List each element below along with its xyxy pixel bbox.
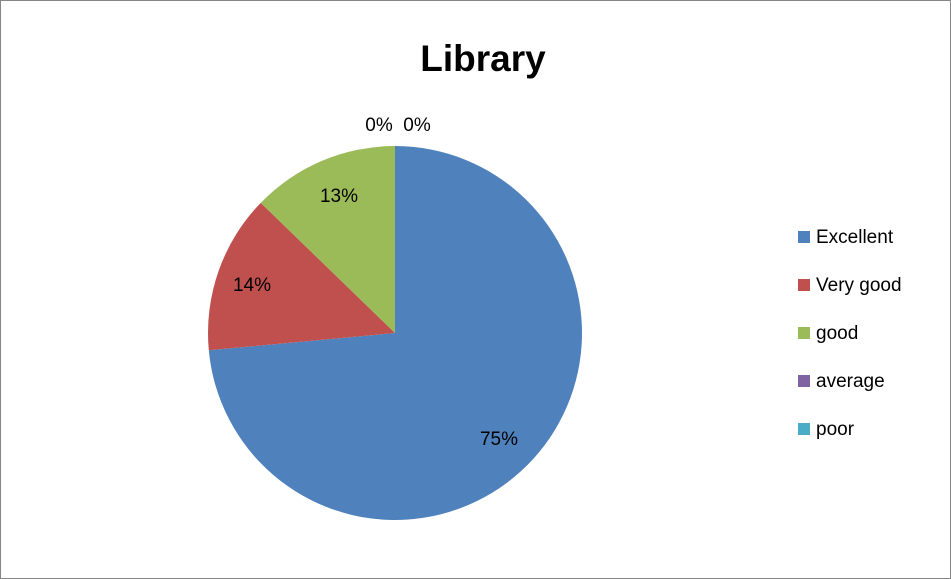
data-label-very-good: 14% xyxy=(233,275,271,296)
pie-slice-very-good xyxy=(208,202,395,351)
legend-label-poor: poor xyxy=(816,419,855,440)
chart-title: Library xyxy=(420,38,546,79)
legend-swatch-poor xyxy=(798,423,810,435)
data-label-excellent: 75% xyxy=(480,429,518,450)
legend-label-average: average xyxy=(816,371,885,392)
data-label-poor: 0% xyxy=(403,115,431,136)
legend-swatch-very-good xyxy=(798,279,810,291)
legend: Excellent Very good good average poor xyxy=(798,227,902,440)
data-labels: 75% 14% 13% 0% 0% xyxy=(233,115,518,450)
data-label-average: 0% xyxy=(365,115,393,136)
pie-slices xyxy=(208,146,582,520)
legend-label-very-good: Very good xyxy=(816,275,902,296)
pie-slice-excellent xyxy=(208,146,582,520)
legend-swatch-excellent xyxy=(798,231,810,243)
pie-slice-good xyxy=(260,146,395,333)
data-label-good: 13% xyxy=(320,186,358,207)
legend-label-good: good xyxy=(816,323,858,344)
legend-swatch-good xyxy=(798,327,810,339)
legend-label-excellent: Excellent xyxy=(816,227,894,248)
legend-swatch-average xyxy=(798,375,810,387)
